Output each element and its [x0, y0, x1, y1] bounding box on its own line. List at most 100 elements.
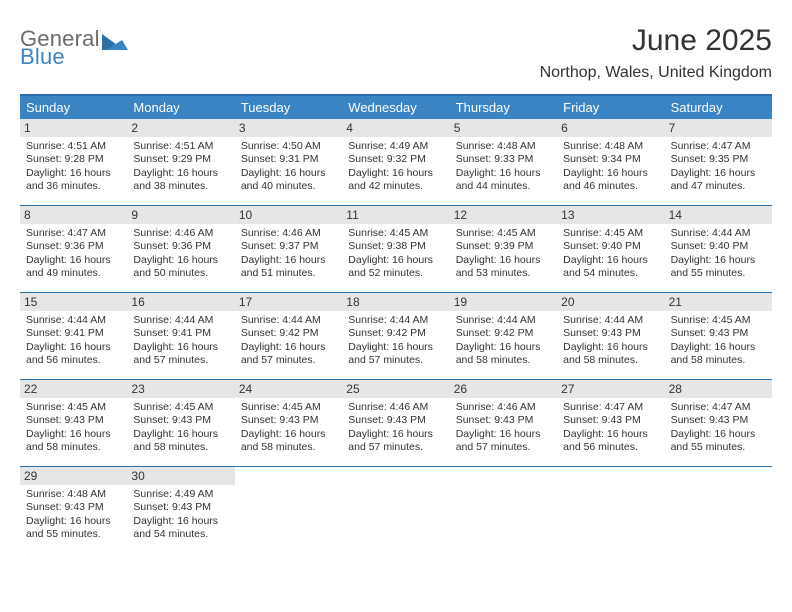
day-number: 17: [235, 293, 342, 311]
dow-sunday: Sunday: [20, 96, 127, 119]
title-block: June 2025 Northop, Wales, United Kingdom: [540, 24, 772, 82]
day-cell: 10Sunrise: 4:46 AMSunset: 9:37 PMDayligh…: [235, 206, 342, 292]
day-cell: 20 Sunrise: 4:44 AMSunset: 9:43 PMDayligh…: [557, 293, 664, 379]
day-cell: 21 Sunrise: 4:45 AMSunset: 9:43 PMDayligh…: [665, 293, 772, 379]
logo: General Blue: [20, 24, 130, 66]
day-of-week-row: SundayMondayTuesdayWednesdayThursdayFrid…: [20, 96, 772, 119]
day-number: 9: [127, 206, 234, 224]
day-details: Sunrise: 4:47 AMSunset: 9:36 PMDaylight:…: [26, 227, 121, 281]
day-cell: 3Sunrise: 4:50 AMSunset: 9:31 PMDaylight…: [235, 119, 342, 205]
logo-word-blue: Blue: [20, 44, 65, 69]
day-number: 22: [20, 380, 127, 398]
day-number: 19: [450, 293, 557, 311]
day-details: Sunrise: 4:45 AMSunset: 9:43 PMDaylight:…: [671, 314, 766, 368]
day-details: Sunrise: 4:44 AMSunset: 9:41 PMDaylight:…: [133, 314, 228, 368]
day-number: 14: [665, 206, 772, 224]
day-cell: 2 Sunrise: 4:51 AMSunset: 9:29 PMDaylight…: [127, 119, 234, 205]
day-cell: 24 Sunrise: 4:45 AMSunset: 9:43 PMDayligh…: [235, 380, 342, 466]
day-cell: 8Sunrise: 4:47 AMSunset: 9:36 PMDaylight…: [20, 206, 127, 292]
day-number: 20: [557, 293, 664, 311]
day-details: Sunrise: 4:50 AMSunset: 9:31 PMDaylight:…: [241, 140, 336, 194]
day-cell: 28Sunrise: 4:47 AMSunset: 9:43 PMDayligh…: [665, 380, 772, 466]
day-cell: 4 Sunrise: 4:49 AMSunset: 9:32 PMDaylight…: [342, 119, 449, 205]
day-number: 13: [557, 206, 664, 224]
day-number: 5: [450, 119, 557, 137]
day-details: Sunrise: 4:44 AMSunset: 9:40 PMDaylight:…: [671, 227, 766, 281]
day-number: 25: [342, 380, 449, 398]
day-details: Sunrise: 4:44 AMSunset: 9:42 PMDaylight:…: [456, 314, 551, 368]
day-number: 30: [127, 467, 234, 485]
day-number: 16: [127, 293, 234, 311]
location-text: Northop, Wales, United Kingdom: [540, 64, 772, 82]
day-number: 4: [342, 119, 449, 137]
day-number: 11: [342, 206, 449, 224]
week-row: 15 Sunrise: 4:44 AMSunset: 9:41 PMDayligh…: [20, 293, 772, 380]
day-details: Sunrise: 4:46 AMSunset: 9:36 PMDaylight:…: [133, 227, 228, 281]
day-number: 12: [450, 206, 557, 224]
day-cell: 30 Sunrise: 4:49 AMSunset: 9:43 PMDayligh…: [127, 467, 234, 553]
day-number: 26: [450, 380, 557, 398]
day-number: 2: [127, 119, 234, 137]
day-cell: 26 Sunrise: 4:46 AMSunset: 9:43 PMDayligh…: [450, 380, 557, 466]
day-details: Sunrise: 4:44 AMSunset: 9:41 PMDaylight:…: [26, 314, 121, 368]
day-details: Sunrise: 4:49 AMSunset: 9:43 PMDaylight:…: [133, 488, 228, 542]
day-cell: 14 Sunrise: 4:44 AMSunset: 9:40 PMDayligh…: [665, 206, 772, 292]
day-number: 21: [665, 293, 772, 311]
day-details: Sunrise: 4:45 AMSunset: 9:39 PMDaylight:…: [456, 227, 551, 281]
day-details: Sunrise: 4:51 AMSunset: 9:28 PMDaylight:…: [26, 140, 121, 194]
day-details: Sunrise: 4:44 AMSunset: 9:42 PMDaylight:…: [348, 314, 443, 368]
day-details: Sunrise: 4:48 AMSunset: 9:43 PMDaylight:…: [26, 488, 121, 542]
calendar-grid: SundayMondayTuesdayWednesdayThursdayFrid…: [20, 94, 772, 553]
day-cell: 7 Sunrise: 4:47 AMSunset: 9:35 PMDaylight…: [665, 119, 772, 205]
empty-cell: [557, 467, 664, 553]
week-row: 1 Sunrise: 4:51 AMSunset: 9:28 PMDaylight…: [20, 119, 772, 206]
day-details: Sunrise: 4:49 AMSunset: 9:32 PMDaylight:…: [348, 140, 443, 194]
day-details: Sunrise: 4:45 AMSunset: 9:38 PMDaylight:…: [348, 227, 443, 281]
day-number: 24: [235, 380, 342, 398]
day-number: 27: [557, 380, 664, 398]
day-cell: 29 Sunrise: 4:48 AMSunset: 9:43 PMDayligh…: [20, 467, 127, 553]
empty-cell: [342, 467, 449, 553]
day-cell: 13Sunrise: 4:45 AMSunset: 9:40 PMDayligh…: [557, 206, 664, 292]
day-details: Sunrise: 4:44 AMSunset: 9:42 PMDaylight:…: [241, 314, 336, 368]
day-details: Sunrise: 4:47 AMSunset: 9:43 PMDaylight:…: [563, 401, 658, 455]
day-number: 29: [20, 467, 127, 485]
empty-cell: [450, 467, 557, 553]
day-cell: 1 Sunrise: 4:51 AMSunset: 9:28 PMDaylight…: [20, 119, 127, 205]
dow-tuesday: Tuesday: [235, 96, 342, 119]
day-number: 6: [557, 119, 664, 137]
day-cell: 16 Sunrise: 4:44 AMSunset: 9:41 PMDayligh…: [127, 293, 234, 379]
day-details: Sunrise: 4:46 AMSunset: 9:37 PMDaylight:…: [241, 227, 336, 281]
day-details: Sunrise: 4:45 AMSunset: 9:43 PMDaylight:…: [133, 401, 228, 455]
week-row: 29 Sunrise: 4:48 AMSunset: 9:43 PMDayligh…: [20, 467, 772, 553]
day-cell: 25 Sunrise: 4:46 AMSunset: 9:43 PMDayligh…: [342, 380, 449, 466]
day-number: 7: [665, 119, 772, 137]
month-title: June 2025: [540, 24, 772, 58]
dow-friday: Friday: [557, 96, 664, 119]
day-cell: 12 Sunrise: 4:45 AMSunset: 9:39 PMDayligh…: [450, 206, 557, 292]
week-row: 22 Sunrise: 4:45 AMSunset: 9:43 PMDayligh…: [20, 380, 772, 467]
day-details: Sunrise: 4:51 AMSunset: 9:29 PMDaylight:…: [133, 140, 228, 194]
day-details: Sunrise: 4:45 AMSunset: 9:43 PMDaylight:…: [26, 401, 121, 455]
dow-thursday: Thursday: [450, 96, 557, 119]
day-cell: 18Sunrise: 4:44 AMSunset: 9:42 PMDayligh…: [342, 293, 449, 379]
day-cell: 15 Sunrise: 4:44 AMSunset: 9:41 PMDayligh…: [20, 293, 127, 379]
day-details: Sunrise: 4:48 AMSunset: 9:33 PMDaylight:…: [456, 140, 551, 194]
dow-saturday: Saturday: [665, 96, 772, 119]
day-cell: 6 Sunrise: 4:48 AMSunset: 9:34 PMDaylight…: [557, 119, 664, 205]
day-cell: 5 Sunrise: 4:48 AMSunset: 9:33 PMDaylight…: [450, 119, 557, 205]
dow-monday: Monday: [127, 96, 234, 119]
day-details: Sunrise: 4:48 AMSunset: 9:34 PMDaylight:…: [563, 140, 658, 194]
day-number: 15: [20, 293, 127, 311]
day-cell: 27 Sunrise: 4:47 AMSunset: 9:43 PMDayligh…: [557, 380, 664, 466]
empty-cell: [665, 467, 772, 553]
day-details: Sunrise: 4:47 AMSunset: 9:35 PMDaylight:…: [671, 140, 766, 194]
day-details: Sunrise: 4:44 AMSunset: 9:43 PMDaylight:…: [563, 314, 658, 368]
day-cell: 11 Sunrise: 4:45 AMSunset: 9:38 PMDayligh…: [342, 206, 449, 292]
header: General Blue June 2025 Northop, Wales, U…: [20, 24, 772, 82]
day-details: Sunrise: 4:47 AMSunset: 9:43 PMDaylight:…: [671, 401, 766, 455]
day-details: Sunrise: 4:46 AMSunset: 9:43 PMDaylight:…: [348, 401, 443, 455]
day-details: Sunrise: 4:45 AMSunset: 9:43 PMDaylight:…: [241, 401, 336, 455]
day-number: 1: [20, 119, 127, 137]
day-details: Sunrise: 4:46 AMSunset: 9:43 PMDaylight:…: [456, 401, 551, 455]
